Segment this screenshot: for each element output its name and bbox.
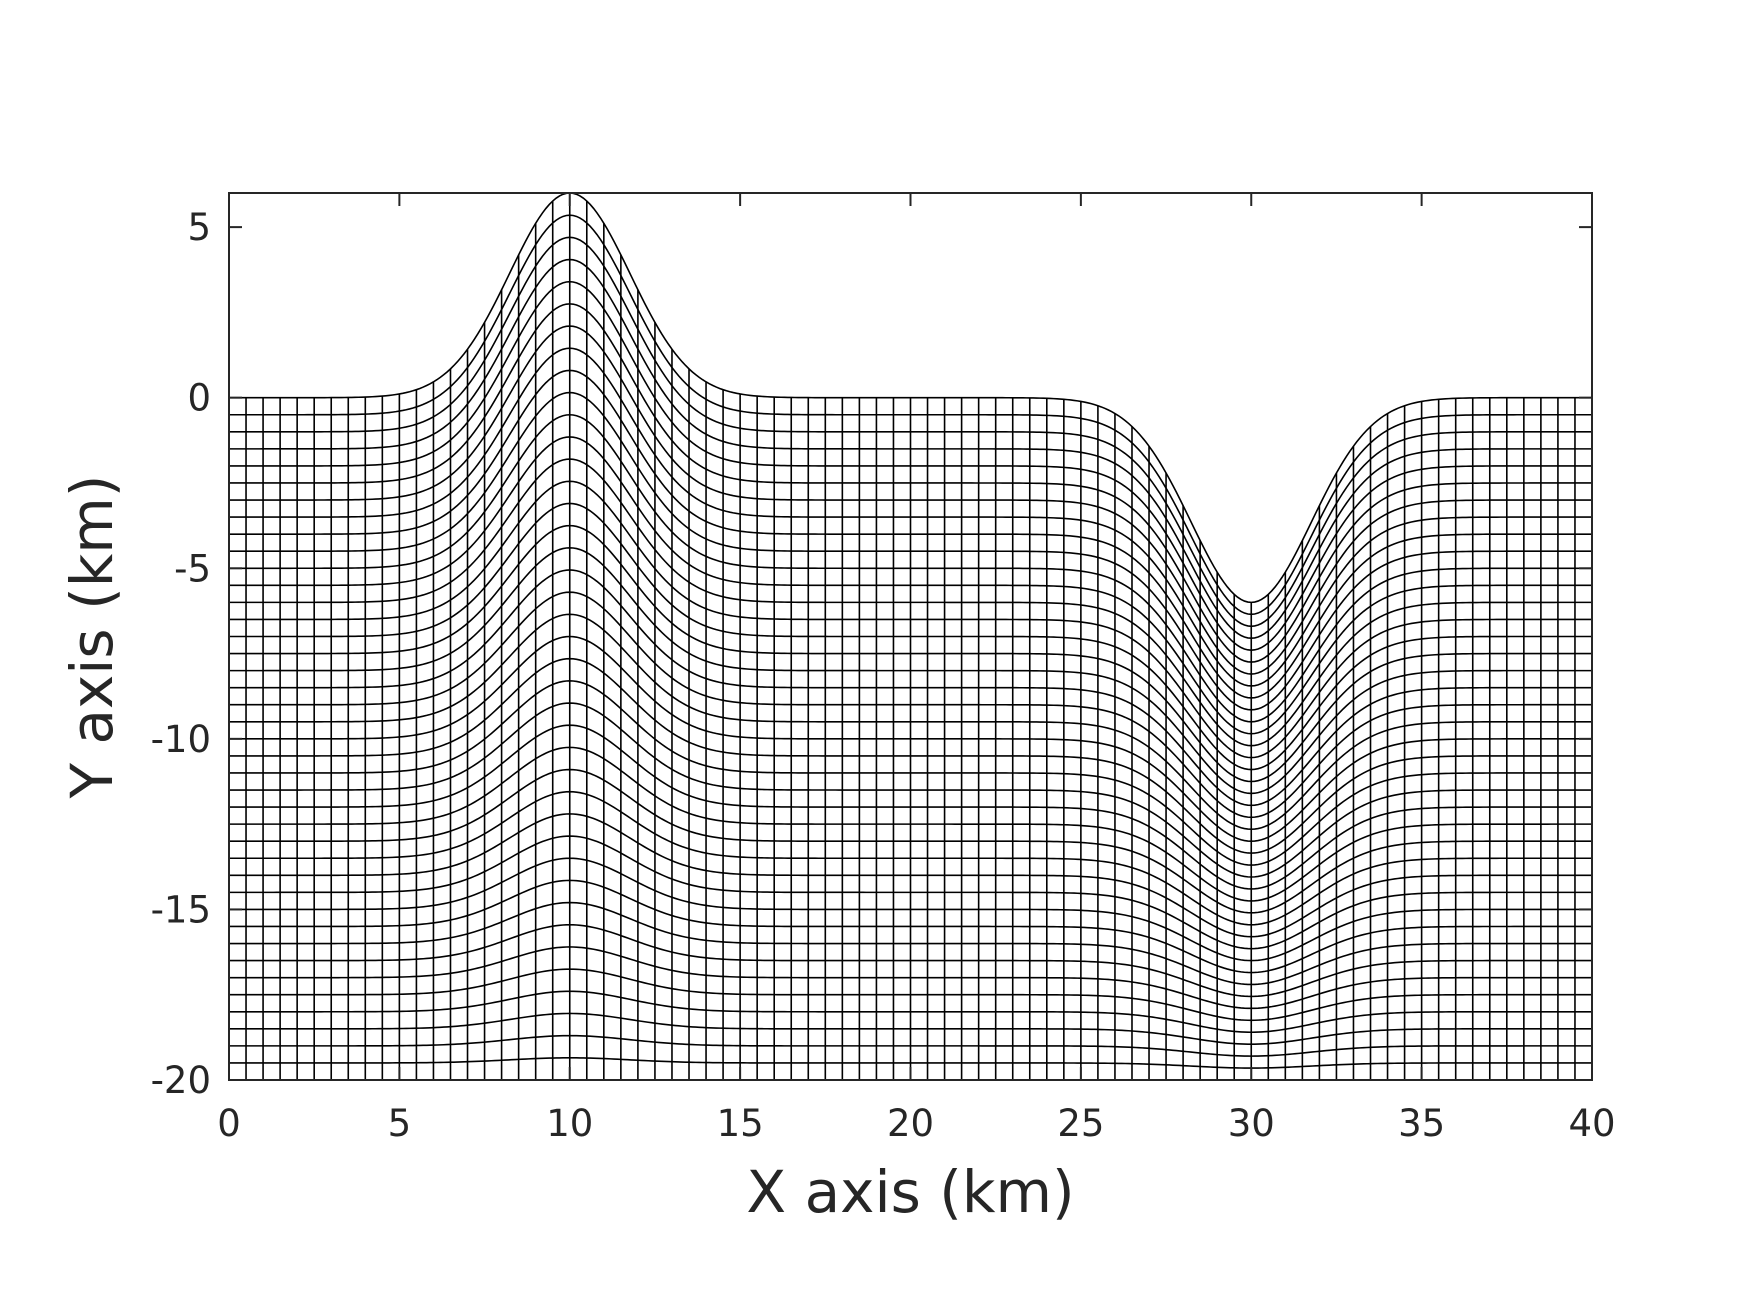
x-tick-label: 40 (1568, 1102, 1615, 1145)
mesh-row-line (229, 192, 1592, 604)
x-axis-label: X axis (km) (746, 1158, 1074, 1226)
x-tick-label: 10 (546, 1102, 593, 1145)
y-tick-label: 0 (187, 377, 211, 420)
x-tick-label: 25 (1057, 1102, 1104, 1145)
x-tick-label: 35 (1398, 1102, 1445, 1145)
x-tick-label: 15 (717, 1102, 764, 1145)
y-tick-label: -20 (151, 1059, 211, 1102)
x-tick-label: 5 (388, 1102, 412, 1145)
mesh-lines (228, 192, 1593, 1081)
y-tick-label: 5 (187, 206, 211, 249)
y-tick-label: -10 (151, 718, 211, 761)
y-axis-label: Y axis (km) (58, 475, 126, 800)
axis-ticks: 0 5 10 15 20 25 30 35 40 5 0 -5 -10 -15 -20 (151, 193, 1616, 1145)
x-tick-label: 0 (217, 1102, 241, 1145)
x-tick-label: 20 (887, 1102, 934, 1145)
x-tick-label: 30 (1228, 1102, 1275, 1145)
y-tick-label: -5 (174, 547, 211, 590)
y-tick-label: -15 (151, 888, 211, 931)
